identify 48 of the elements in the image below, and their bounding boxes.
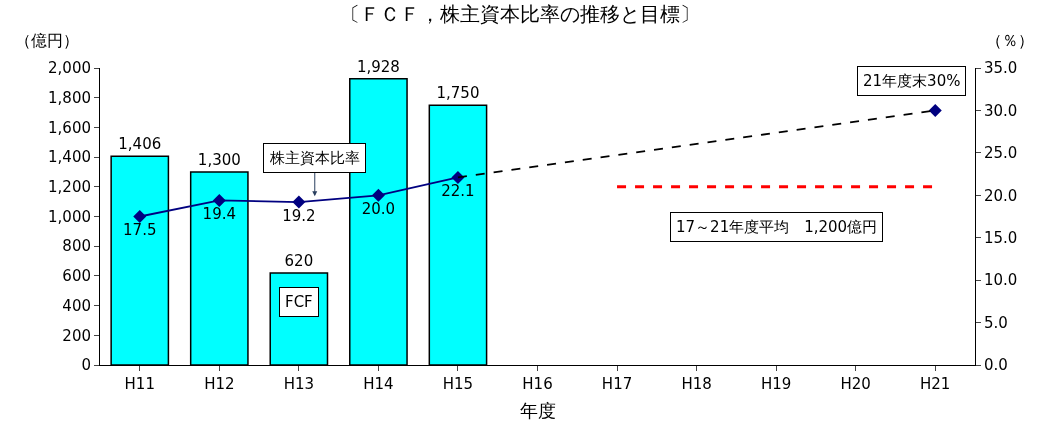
x-tick-label: H13 bbox=[283, 375, 315, 393]
series-label: 株主資本比率 bbox=[269, 149, 360, 167]
y-tick-label: 1,200 bbox=[48, 178, 91, 197]
y-tick-label: 800 bbox=[62, 237, 91, 256]
y-tick-label: 1,400 bbox=[48, 148, 91, 167]
y-tick-label: 600 bbox=[62, 267, 91, 286]
annotation: 21年度末30% bbox=[863, 72, 961, 90]
y2-tick-label: 10.0 bbox=[984, 271, 1018, 290]
x-tick-label: H20 bbox=[840, 375, 871, 393]
y2-tick-label: 0.0 bbox=[984, 356, 1008, 375]
y-tick-label: 2,000 bbox=[48, 59, 91, 78]
y-tick-label: 1,800 bbox=[48, 88, 91, 107]
y2-tick-label: 30.0 bbox=[984, 101, 1018, 120]
data-label: 620 bbox=[284, 251, 314, 270]
chart-title: 〔ＦＣＦ，株主資本比率の推移と目標〕 bbox=[340, 1, 700, 26]
x-tick-label: H12 bbox=[204, 375, 235, 393]
data-label: 20.0 bbox=[361, 199, 396, 218]
x-tick-label: H16 bbox=[522, 375, 553, 393]
y2-tick-label: 20.0 bbox=[984, 186, 1018, 205]
series-label: FCF bbox=[285, 293, 313, 311]
y2-tick-label: 35.0 bbox=[984, 59, 1018, 78]
data-label: 19.2 bbox=[282, 206, 316, 225]
y2-tick-label: 5.0 bbox=[984, 313, 1008, 332]
annotation: 17～21年度平均 1,200億円 bbox=[676, 218, 878, 236]
data-label: 1,928 bbox=[356, 57, 400, 76]
y2-tick-label: 15.0 bbox=[984, 228, 1018, 247]
x-tick-label: H19 bbox=[760, 375, 792, 393]
x-tick-label: H14 bbox=[363, 375, 394, 393]
x-tick-label: H21 bbox=[920, 375, 951, 393]
y-tick-label: 200 bbox=[62, 326, 91, 345]
data-label: 17.5 bbox=[123, 221, 157, 239]
y-tick-label: 400 bbox=[62, 296, 91, 315]
data-label: 1,750 bbox=[436, 84, 480, 103]
x-axis-title: 年度 bbox=[519, 400, 556, 422]
data-label: 1,406 bbox=[118, 135, 162, 154]
x-tick-label: H11 bbox=[124, 375, 155, 393]
data-label: 22.1 bbox=[441, 181, 475, 200]
data-label: 1,300 bbox=[197, 150, 241, 169]
y2-tick-label: 25.0 bbox=[984, 144, 1018, 163]
x-tick-label: H17 bbox=[601, 375, 633, 393]
x-tick-label: H18 bbox=[681, 375, 712, 393]
data-label: 19.4 bbox=[202, 204, 237, 223]
y-tick-label: 0 bbox=[81, 356, 91, 375]
x-tick-label: H15 bbox=[442, 375, 474, 393]
y-tick-label: 1,000 bbox=[48, 207, 91, 226]
y-axis-title: （億円） bbox=[15, 31, 79, 50]
y-tick-label: 1,600 bbox=[48, 118, 91, 137]
y2-axis-title: （％） bbox=[986, 31, 1034, 50]
